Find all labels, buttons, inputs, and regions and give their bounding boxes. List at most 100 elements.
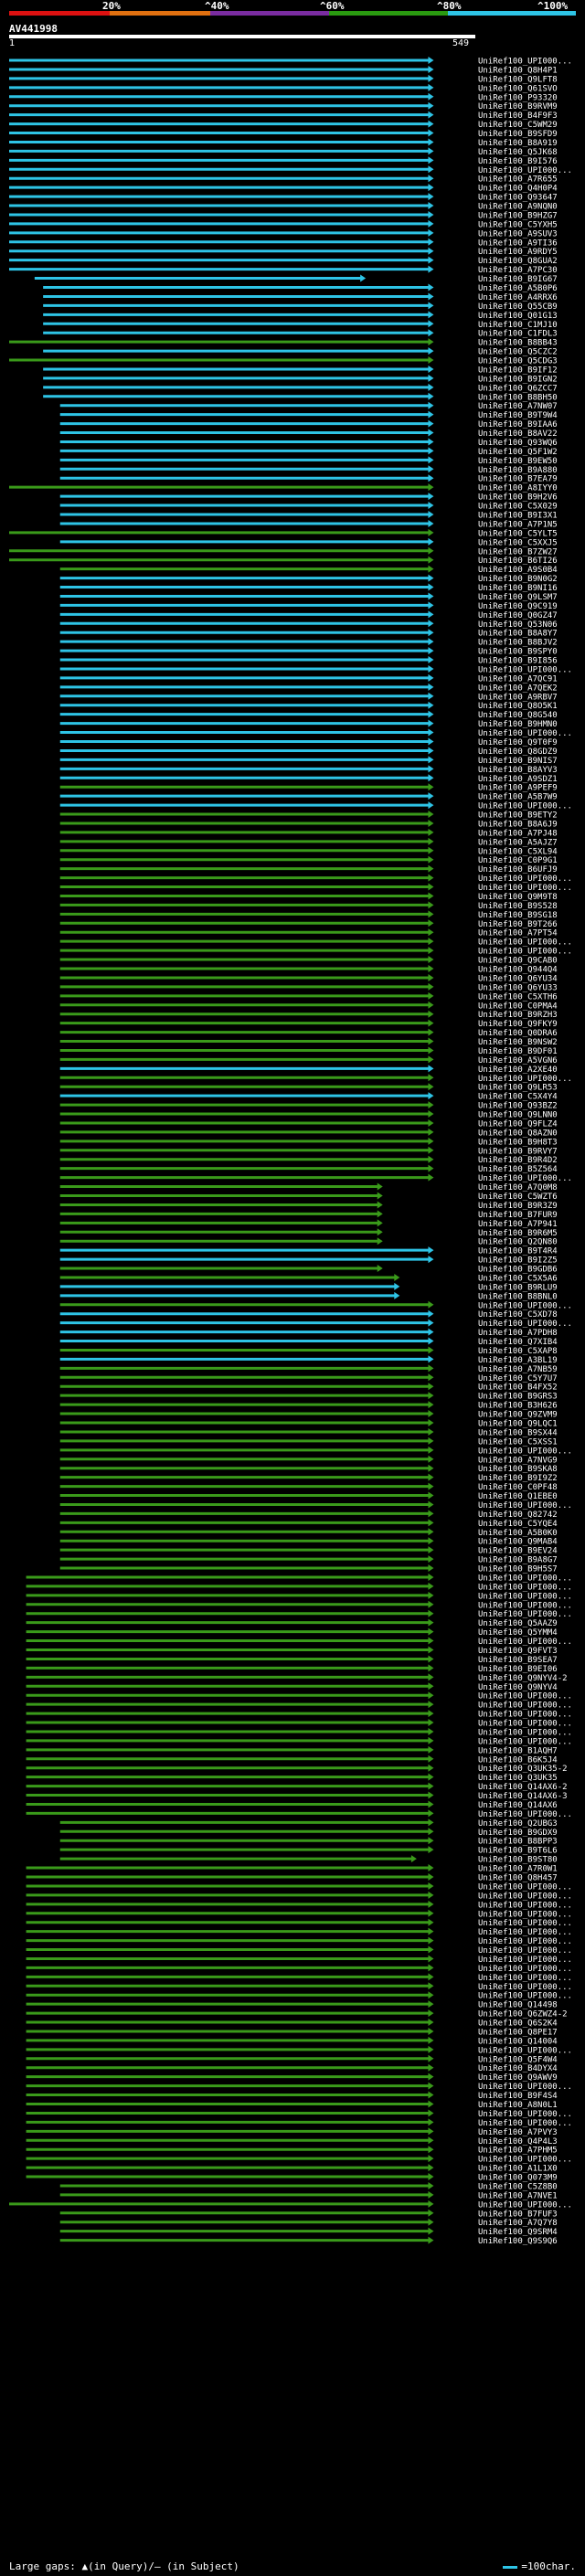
hit-label[interactable]: UniRef100_B9EW50 bbox=[478, 457, 558, 466]
hit-label[interactable]: UniRef100_B9T6L6 bbox=[478, 1847, 558, 1856]
hit-label[interactable]: UniRef100_B6UFJ9 bbox=[478, 865, 558, 875]
hit-label[interactable]: UniRef100_A7PT54 bbox=[478, 929, 558, 938]
hit-label[interactable]: UniRef100_Q9M9T8 bbox=[478, 893, 558, 902]
hit-label[interactable]: UniRef100_B9R4D2 bbox=[478, 1156, 558, 1165]
hit-label[interactable]: UniRef100_A9PEF9 bbox=[478, 784, 558, 793]
hit-label[interactable]: UniRef100_A5B0P6 bbox=[478, 284, 558, 293]
hit-label[interactable]: UniRef100_Q9FVT3 bbox=[478, 1647, 558, 1656]
hit-label[interactable]: UniRef100_A9NQN0 bbox=[478, 203, 558, 212]
hit-label[interactable]: UniRef100_UPI000... bbox=[478, 1174, 572, 1183]
hit-label[interactable]: UniRef100_B9SG18 bbox=[478, 911, 558, 920]
hit-label[interactable]: UniRef100_A9RBV7 bbox=[478, 693, 558, 702]
hit-label[interactable]: UniRef100_B9IG67 bbox=[478, 275, 558, 284]
hit-label[interactable]: UniRef100_Q5CZC2 bbox=[478, 348, 558, 357]
hit-label[interactable]: UniRef100_A5AJZ7 bbox=[478, 838, 558, 847]
hit-label[interactable]: UniRef100_UPI000... bbox=[478, 875, 572, 884]
hit-label[interactable]: UniRef100_B8BNL0 bbox=[478, 1292, 558, 1301]
hit-label[interactable]: UniRef100_B4FX52 bbox=[478, 1383, 558, 1393]
hit-label[interactable]: UniRef100_Q61SVO bbox=[478, 84, 558, 93]
hit-label[interactable]: UniRef100_C5Z8B0 bbox=[478, 2182, 558, 2191]
hit-label[interactable]: UniRef100_Q6S2K4 bbox=[478, 2019, 558, 2029]
hit-label[interactable]: UniRef100_P93320 bbox=[478, 93, 558, 102]
hit-label[interactable]: UniRef100_B9GDX9 bbox=[478, 1829, 558, 1838]
hit-label[interactable]: UniRef100_A7PDH8 bbox=[478, 1329, 558, 1338]
hit-label[interactable]: UniRef100_UPI000... bbox=[478, 1983, 572, 1992]
hit-label[interactable]: UniRef100_Q2QN80 bbox=[478, 1238, 558, 1247]
hit-label[interactable]: UniRef100_UPI000... bbox=[478, 1728, 572, 1737]
hit-label[interactable]: UniRef100_A7NB59 bbox=[478, 1365, 558, 1374]
hit-label[interactable]: UniRef100_UPI000... bbox=[478, 1901, 572, 1910]
hit-label[interactable]: UniRef100_Q8GDZ9 bbox=[478, 747, 558, 757]
hit-label[interactable]: UniRef100_A7NVE1 bbox=[478, 2191, 558, 2200]
hit-label[interactable]: UniRef100_B9HMN0 bbox=[478, 720, 558, 729]
hit-label[interactable]: UniRef100_B9NIS7 bbox=[478, 757, 558, 766]
hit-label[interactable]: UniRef100_B4F9F3 bbox=[478, 111, 558, 121]
hit-label[interactable]: UniRef100_UPI000... bbox=[478, 1892, 572, 1901]
hit-label[interactable]: UniRef100_B7FUR9 bbox=[478, 1211, 558, 1220]
hit-label[interactable]: UniRef100_B5Z564 bbox=[478, 1165, 558, 1174]
hit-label[interactable]: UniRef100_A7NVG9 bbox=[478, 1456, 558, 1465]
hit-label[interactable]: UniRef100_Q9S9Q6 bbox=[478, 2237, 558, 2246]
hit-label[interactable]: UniRef100_B9R6M5 bbox=[478, 1229, 558, 1238]
hit-label[interactable]: UniRef100_B9S528 bbox=[478, 902, 558, 911]
hit-label[interactable]: UniRef100_UPI000... bbox=[478, 1320, 572, 1329]
hit-label[interactable]: UniRef100_Q53N06 bbox=[478, 620, 558, 630]
hit-label[interactable]: UniRef100_B9I2Z5 bbox=[478, 1256, 558, 1266]
hit-label[interactable]: UniRef100_UPI000... bbox=[478, 1610, 572, 1619]
hit-label[interactable]: UniRef100_Q93WQ6 bbox=[478, 439, 558, 448]
hit-label[interactable]: UniRef100_Q944Q4 bbox=[478, 966, 558, 975]
hit-label[interactable]: UniRef100_UPI000... bbox=[478, 1574, 572, 1583]
hit-label[interactable]: UniRef100_Q073M9 bbox=[478, 2174, 558, 2183]
hit-label[interactable]: UniRef100_UPI000... bbox=[478, 2046, 572, 2055]
hit-label[interactable]: UniRef100_A7PVY3 bbox=[478, 2128, 558, 2137]
hit-label[interactable]: UniRef100_UPI000... bbox=[478, 1501, 572, 1511]
hit-label[interactable]: UniRef100_B9ST80 bbox=[478, 1856, 558, 1865]
hit-label[interactable]: UniRef100_B9I856 bbox=[478, 657, 558, 666]
hit-label[interactable]: UniRef100_B9NSW2 bbox=[478, 1038, 558, 1047]
hit-label[interactable]: UniRef100_C5WZT6 bbox=[478, 1193, 558, 1202]
hit-label[interactable]: UniRef100_B7EA79 bbox=[478, 475, 558, 484]
hit-label[interactable]: UniRef100_UPI000... bbox=[478, 1301, 572, 1310]
hit-label[interactable]: UniRef100_C5XD78 bbox=[478, 1310, 558, 1320]
hit-label[interactable]: UniRef100_A3BL19 bbox=[478, 1356, 558, 1365]
hit-label[interactable]: UniRef100_B9SFD9 bbox=[478, 130, 558, 139]
hit-label[interactable]: UniRef100_C0PF48 bbox=[478, 1483, 558, 1492]
hit-label[interactable]: UniRef100_Q55CB9 bbox=[478, 302, 558, 312]
hit-label[interactable]: UniRef100_A5VGN6 bbox=[478, 1056, 558, 1065]
hit-label[interactable]: UniRef100_UPI000... bbox=[478, 1075, 572, 1084]
hit-label[interactable]: UniRef100_Q8G540 bbox=[478, 711, 558, 720]
hit-label[interactable]: UniRef100_Q6ZCC7 bbox=[478, 384, 558, 393]
hit-label[interactable]: UniRef100_UPI000... bbox=[478, 1583, 572, 1592]
hit-label[interactable]: UniRef100_B9EI06 bbox=[478, 1665, 558, 1674]
hit-label[interactable]: UniRef100_C5XXJ5 bbox=[478, 538, 558, 547]
hit-label[interactable]: UniRef100_UPI000... bbox=[478, 1720, 572, 1729]
hit-label[interactable]: UniRef100_Q6ZWZ4-2 bbox=[478, 2010, 568, 2019]
hit-label[interactable]: UniRef100_C5Y7U7 bbox=[478, 1374, 558, 1383]
hit-label[interactable]: UniRef100_Q9FLZ4 bbox=[478, 1119, 558, 1129]
hit-label[interactable]: UniRef100_C5YLT5 bbox=[478, 529, 558, 538]
hit-label[interactable]: UniRef100_B9NI16 bbox=[478, 584, 558, 593]
hit-label[interactable]: UniRef100_UPI000... bbox=[478, 1928, 572, 1937]
hit-label[interactable]: UniRef100_Q9C919 bbox=[478, 602, 558, 611]
hit-label[interactable]: UniRef100_C0PMA4 bbox=[478, 1002, 558, 1011]
hit-label[interactable]: UniRef100_A7P941 bbox=[478, 1220, 558, 1229]
hit-label[interactable]: UniRef100_B9EV24 bbox=[478, 1547, 558, 1556]
hit-label[interactable]: UniRef100_B7FUF3 bbox=[478, 2210, 558, 2219]
hit-label[interactable]: UniRef100_A7QC91 bbox=[478, 674, 558, 684]
hit-label[interactable]: UniRef100_C1FDL3 bbox=[478, 330, 558, 339]
hit-label[interactable]: UniRef100_Q8H457 bbox=[478, 1874, 558, 1883]
hit-label[interactable]: UniRef100_B9I3X1 bbox=[478, 512, 558, 521]
hit-label[interactable]: UniRef100_B3H626 bbox=[478, 1402, 558, 1411]
hit-label[interactable]: UniRef100_C5X5A6 bbox=[478, 1274, 558, 1283]
hit-label[interactable]: UniRef100_Q9FKY9 bbox=[478, 1020, 558, 1029]
hit-label[interactable]: UniRef100_C5XTH6 bbox=[478, 992, 558, 1002]
hit-label[interactable]: UniRef100_Q14AX6-3 bbox=[478, 1792, 568, 1801]
hit-label[interactable]: UniRef100_B9RZH3 bbox=[478, 1011, 558, 1020]
hit-label[interactable]: UniRef100_UPI000... bbox=[478, 1956, 572, 1965]
hit-label[interactable]: UniRef100_A7R0W1 bbox=[478, 1865, 558, 1874]
hit-label[interactable]: UniRef100_UPI000... bbox=[478, 166, 572, 175]
hit-label[interactable]: UniRef100_B9N0G2 bbox=[478, 575, 558, 584]
hit-label[interactable]: UniRef100_B9R3Z9 bbox=[478, 1202, 558, 1211]
hit-label[interactable]: UniRef100_B8A6J9 bbox=[478, 820, 558, 829]
hit-label[interactable]: UniRef100_UPI000... bbox=[478, 1992, 572, 2001]
